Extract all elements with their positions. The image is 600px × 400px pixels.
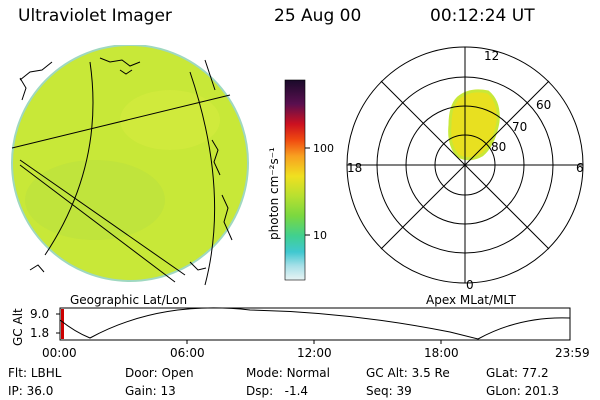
info-dsp: Dsp: -1.4 xyxy=(246,384,309,398)
mlt-label-0: 0 xyxy=(466,278,474,292)
info-door: Door: Open xyxy=(125,366,194,380)
geo-panel-label: Geographic Lat/Lon xyxy=(70,293,187,307)
colorbar-tick-10: 10 xyxy=(313,229,327,242)
colorbar-tick-100: 100 xyxy=(313,142,334,155)
app-title: Ultraviolet Imager xyxy=(18,6,172,26)
info-seq: Seq: 39 xyxy=(366,384,412,398)
alt-xtick-2359: 23:59 xyxy=(555,346,590,360)
info-ip: IP: 36.0 xyxy=(8,384,54,398)
altitude-curve xyxy=(59,307,571,340)
header-time: 00:12:24 UT xyxy=(430,6,535,26)
alt-ylabel: GC Alt xyxy=(11,308,25,346)
alt-xtick-1800: 18:00 xyxy=(424,346,459,360)
coastlines xyxy=(19,57,233,273)
mlt-label-18: 18 xyxy=(347,161,362,175)
polar-panel: 12 18 6 0 60 70 80 xyxy=(346,46,584,292)
info-mode: Mode: Normal xyxy=(246,366,330,380)
alt-ytick-9: 9.0 xyxy=(30,307,49,321)
polar-panel-label: Apex MLat/MLT xyxy=(426,293,516,307)
auroral-oval xyxy=(448,89,500,161)
current-time-marker xyxy=(61,309,64,339)
alt-xtick-1200: 12:00 xyxy=(297,346,332,360)
info-flt: Flt: LBHL xyxy=(8,366,62,380)
lat-label-70: 70 xyxy=(512,120,527,134)
geographic-panel xyxy=(11,45,249,286)
info-glat: GLat: 77.2 xyxy=(486,366,549,380)
header-date: 25 Aug 00 xyxy=(274,6,362,26)
graticule-lines xyxy=(11,61,231,286)
alt-xtick-0000: 00:00 xyxy=(42,346,77,360)
lat-label-60: 60 xyxy=(536,98,551,112)
colorbar-unit-label: photon cm⁻²s⁻¹ xyxy=(267,147,281,240)
alt-ytick-1.8: 1.8 xyxy=(30,326,49,340)
mlt-label-6: 6 xyxy=(576,161,584,175)
info-gain: Gain: 13 xyxy=(125,384,176,398)
info-glon: GLon: 201.3 xyxy=(486,384,559,398)
lat-label-80: 80 xyxy=(491,140,506,154)
polar-grid xyxy=(346,46,584,284)
colorbar: 100 10 photon cm⁻²s⁻¹ xyxy=(267,79,334,281)
mlt-label-12: 12 xyxy=(484,49,499,63)
info-gc-alt: GC Alt: 3.5 Re xyxy=(366,366,450,380)
altitude-plot: GC Alt 9.0 1.8 00:00 06:00 12:00 18:00 2… xyxy=(11,307,590,360)
alt-xtick-0600: 06:00 xyxy=(170,346,205,360)
